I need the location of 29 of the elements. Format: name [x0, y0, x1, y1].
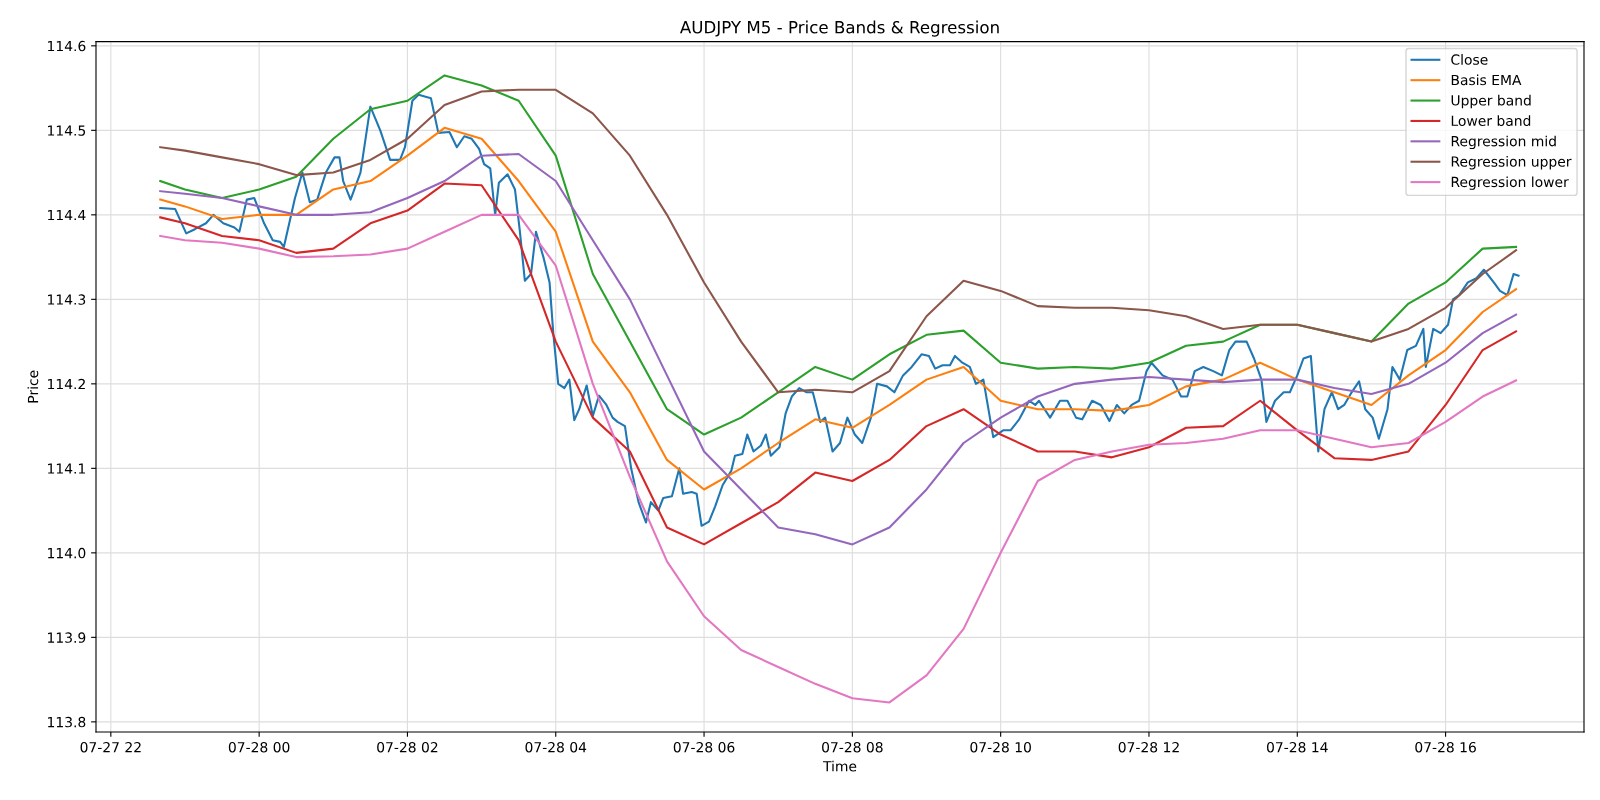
x-tick-label: 07-28 10: [970, 741, 1031, 753]
x-tick-label: 07-27 22: [80, 741, 141, 753]
x-tick-label: 07-28 08: [822, 741, 883, 753]
y-tick-label: 114.1: [48, 463, 85, 474]
x-tick-label: 07-28 12: [1118, 741, 1179, 753]
y-tick-label: 114.6: [48, 40, 86, 52]
y-tick-label: 114.4: [48, 209, 86, 221]
y-tick-label: 114.0: [48, 547, 86, 559]
x-tick-label: 07-28 06: [673, 741, 735, 753]
legend-label: Basis EMA: [1451, 74, 1522, 86]
y-tick-label: 114.2: [48, 378, 85, 390]
y-tick-label: 113.9: [48, 632, 86, 643]
x-axis-title: Time: [822, 760, 857, 772]
legend-label: Regression lower: [1451, 176, 1569, 190]
y-tick-label: 114.5: [48, 125, 86, 136]
x-tick-label: 07-28 00: [228, 741, 290, 753]
y-tick-label: 113.8: [48, 716, 86, 728]
x-tick-label: 07-28 16: [1415, 741, 1476, 753]
chart-title: AUDJPY M5 - Price Bands & Regression: [680, 20, 999, 37]
legend-label: Regression mid: [1451, 135, 1556, 150]
legend-label: Upper band: [1451, 94, 1531, 109]
x-tick-label: 07-28 14: [1266, 741, 1328, 753]
x-tick-label: 07-28 04: [525, 741, 587, 753]
x-tick-label: 07-28 02: [377, 741, 438, 753]
legend-label: Lower band: [1451, 115, 1531, 127]
legend-label: Close: [1451, 54, 1488, 65]
y-axis-title: Price: [27, 370, 39, 403]
legend-label: Regression upper: [1451, 156, 1572, 170]
y-tick-label: 114.3: [48, 294, 86, 305]
